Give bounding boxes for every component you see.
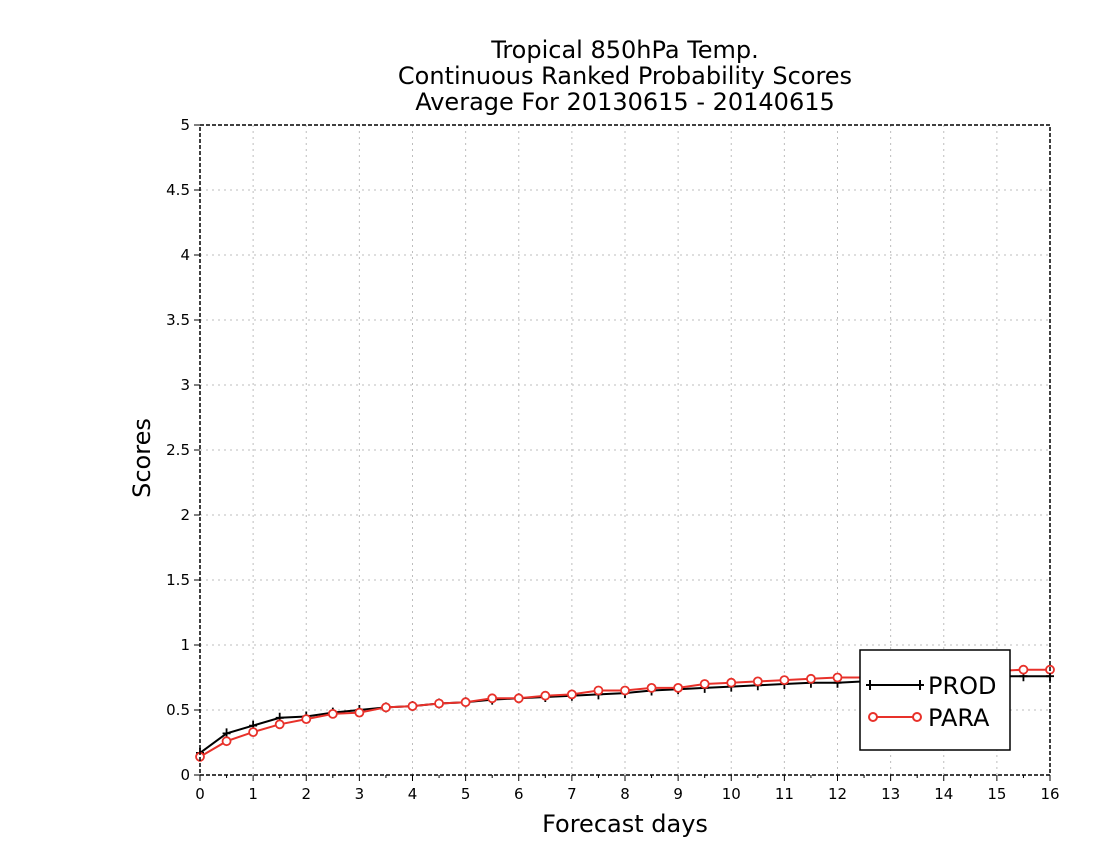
chart-title-line-3: Average For 20130615 - 20140615 bbox=[415, 88, 835, 116]
legend-prod-marker-left bbox=[866, 680, 874, 690]
chart-title-line-1: Tropical 850hPa Temp. bbox=[490, 36, 759, 64]
point-para bbox=[646, 683, 657, 693]
x-tick-label: 16 bbox=[1040, 785, 1059, 803]
point-para bbox=[513, 693, 524, 704]
point-para bbox=[248, 727, 259, 737]
x-tick-label: 9 bbox=[673, 785, 683, 803]
y-tick-label: 2 bbox=[180, 506, 190, 524]
y-tick-label: 3 bbox=[180, 376, 190, 394]
y-tick-label: 1.5 bbox=[166, 571, 190, 589]
y-axis-label: Scores bbox=[128, 418, 156, 498]
x-tick-label: 14 bbox=[934, 785, 953, 803]
chart-title-line-2: Continuous Ranked Probability Scores bbox=[398, 62, 852, 90]
point-para bbox=[779, 675, 790, 685]
x-tick-label: 4 bbox=[408, 785, 418, 803]
point-para bbox=[301, 714, 312, 724]
x-tick-label: 15 bbox=[987, 785, 1006, 803]
legend-prod-label: PROD bbox=[928, 672, 997, 700]
x-tick-label: 8 bbox=[620, 785, 630, 803]
x-tick-label: 13 bbox=[881, 785, 900, 803]
y-tick-label: 5 bbox=[180, 116, 190, 134]
point-para bbox=[381, 702, 391, 713]
x-tick-label: 1 bbox=[248, 785, 258, 803]
x-tick-label: 3 bbox=[355, 785, 365, 803]
legend: PROD PARA bbox=[859, 649, 1011, 751]
point-para bbox=[673, 683, 684, 693]
y-tick-label: 2.5 bbox=[166, 441, 190, 459]
point-para bbox=[593, 685, 604, 696]
point-para bbox=[354, 707, 365, 718]
chart-title: Tropical 850hPa Temp. Continuous Ranked … bbox=[398, 36, 852, 116]
legend-para-marker-right bbox=[912, 712, 922, 722]
point-para bbox=[487, 693, 498, 704]
x-tick-label: 2 bbox=[301, 785, 311, 803]
y-tick-label: 1 bbox=[180, 636, 190, 654]
point-para bbox=[566, 689, 577, 700]
point-para bbox=[327, 709, 338, 719]
point-para bbox=[540, 690, 551, 701]
legend-item-para: PARA bbox=[868, 704, 990, 732]
legend-item-prod: PROD bbox=[866, 672, 997, 700]
point-para bbox=[1018, 664, 1029, 675]
point-para bbox=[752, 676, 763, 687]
y-tick-label: 0 bbox=[180, 766, 190, 784]
x-axis-label: Forecast days bbox=[542, 810, 708, 838]
legend-box bbox=[859, 649, 1011, 751]
x-tick-label: 10 bbox=[722, 785, 741, 803]
x-tick-label: 11 bbox=[775, 785, 794, 803]
x-tick-label: 0 bbox=[195, 785, 205, 803]
x-tick-label: 12 bbox=[828, 785, 847, 803]
x-tick-label: 5 bbox=[461, 785, 471, 803]
point-para bbox=[620, 685, 630, 696]
x-tick-label: 7 bbox=[567, 785, 577, 803]
x-axis-ticks: 0 1 2 3 4 5 6 7 8 9 10 11 12 13 14 15 16 bbox=[195, 775, 1060, 803]
point-para bbox=[221, 736, 232, 747]
y-tick-label: 4.5 bbox=[166, 181, 190, 199]
y-axis-ticks: 0 0.5 1 1.5 2 2.5 3 3.5 4 4.5 5 bbox=[166, 116, 200, 784]
point-para bbox=[434, 698, 444, 709]
y-tick-label: 0.5 bbox=[166, 701, 190, 719]
point-para bbox=[832, 672, 843, 683]
point-para bbox=[726, 677, 737, 688]
legend-prod-marker-right bbox=[916, 680, 924, 690]
point-para bbox=[460, 697, 471, 708]
y-tick-label: 4 bbox=[180, 246, 190, 264]
legend-para-label: PARA bbox=[928, 704, 990, 732]
x-tick-label: 6 bbox=[514, 785, 524, 803]
point-para bbox=[699, 679, 710, 689]
point-para bbox=[274, 719, 285, 730]
point-para bbox=[407, 701, 418, 711]
y-tick-label: 3.5 bbox=[166, 311, 190, 329]
point-para bbox=[806, 673, 816, 684]
legend-para-marker-left bbox=[868, 712, 878, 722]
